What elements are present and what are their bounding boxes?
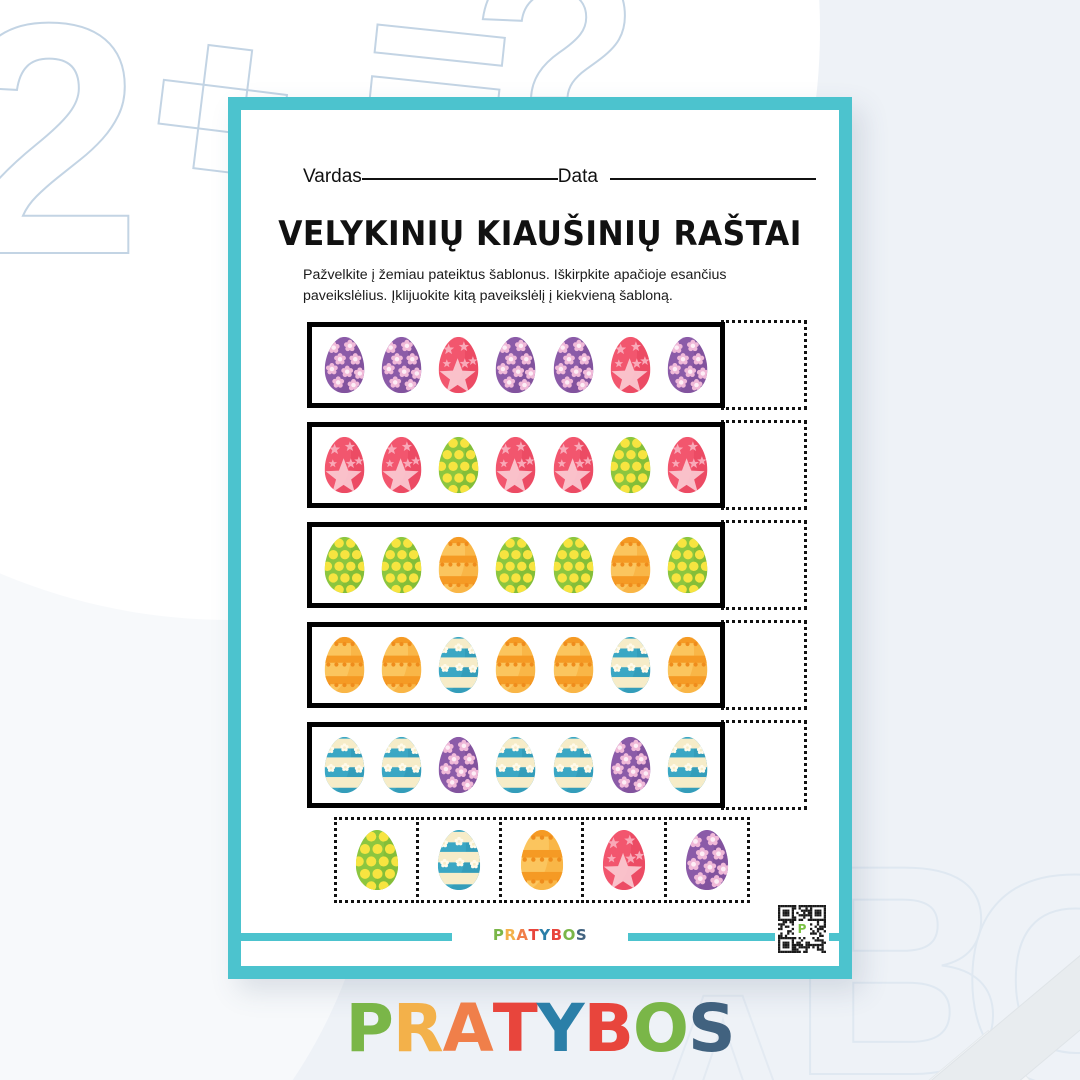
pink-star-egg (551, 436, 596, 494)
blue-star-egg (665, 736, 710, 794)
brand-letter-t: T (492, 990, 538, 1067)
purple-flower-egg (322, 336, 367, 394)
worksheet-sheet: Vardas Data VELYKINIŲ KIAUŠINIŲ RAŠTAI P… (241, 110, 839, 966)
purple-flower-egg (379, 336, 424, 394)
orange-stripe-egg (493, 636, 538, 694)
pattern-strip-5 (307, 722, 725, 808)
qr-code[interactable]: P (775, 902, 829, 956)
purple-flower-egg (608, 736, 653, 794)
pattern-strip-4 (307, 622, 725, 708)
purple-flower-egg (551, 336, 596, 394)
pattern-row (241, 718, 839, 815)
purple-flower-egg (436, 736, 481, 794)
pink-star-egg (493, 436, 538, 494)
brand-letter-o: O (562, 926, 576, 944)
pattern-strip-1 (307, 322, 725, 408)
brand-letter-p: P (492, 926, 505, 944)
green-dot-egg (665, 536, 710, 594)
orange-stripe-egg (379, 636, 424, 694)
date-label: Data (557, 166, 598, 187)
cutout-cell-4[interactable] (581, 817, 668, 903)
pattern-row (241, 318, 839, 415)
footer-brand-logo: PRATYBOS (241, 926, 839, 944)
pink-star-egg (436, 336, 481, 394)
green-dot-egg (493, 536, 538, 594)
answer-dropzone-3[interactable] (721, 520, 807, 610)
brand-letter-s: S (575, 926, 588, 944)
name-date-row: Vardas Data (303, 166, 816, 188)
pattern-strip-3 (307, 522, 725, 608)
pink-star-egg (608, 336, 653, 394)
brand-letter-a: A (442, 990, 494, 1067)
qr-center-letter: P (794, 921, 810, 937)
answer-dropzone-5[interactable] (721, 720, 807, 810)
purple-flower-egg (683, 829, 731, 891)
answer-dropzone-2[interactable] (721, 420, 807, 510)
pink-star-egg (600, 829, 648, 891)
cutout-cell-5[interactable] (663, 817, 750, 903)
qr-code-image: P (778, 905, 826, 953)
pattern-row (241, 418, 839, 515)
green-dot-egg (608, 436, 653, 494)
brand-letter-r: R (392, 990, 444, 1067)
orange-stripe-egg (436, 536, 481, 594)
cutout-strip (241, 817, 839, 903)
digit-2-outline-icon: 2 (0, 0, 143, 323)
brand-letter-p: P (345, 990, 393, 1067)
worksheet-title: VELYKINIŲ KIAUŠINIŲ RAŠTAI (278, 214, 802, 254)
brand-wordmark: PRATYBOS (0, 990, 1080, 1067)
answer-dropzone-1[interactable] (721, 320, 807, 410)
name-label: Vardas (303, 166, 362, 187)
green-dot-egg (322, 536, 367, 594)
blue-star-egg (322, 736, 367, 794)
brand-letter-b: B (583, 990, 634, 1067)
orange-stripe-egg (665, 636, 710, 694)
brand-letter-a: A (516, 926, 529, 944)
purple-flower-egg (665, 336, 710, 394)
name-input-line[interactable] (361, 178, 558, 180)
brand-letter-y: Y (539, 926, 551, 944)
pattern-row (241, 618, 839, 715)
date-input-line[interactable] (609, 178, 816, 180)
footer-rule-right (628, 933, 839, 941)
blue-star-egg (435, 829, 483, 891)
pattern-rows (241, 318, 839, 818)
brand-letter-s: S (688, 990, 736, 1067)
answer-dropzone-4[interactable] (721, 620, 807, 710)
blue-star-egg (379, 736, 424, 794)
brand-letter-o: O (632, 990, 689, 1067)
cutout-cell-2[interactable] (416, 817, 503, 903)
footer-rule-left (241, 933, 452, 941)
green-dot-egg (551, 536, 596, 594)
orange-stripe-egg (518, 829, 566, 891)
pattern-row (241, 518, 839, 615)
blue-star-egg (493, 736, 538, 794)
pink-star-egg (322, 436, 367, 494)
green-dot-egg (436, 436, 481, 494)
green-dot-egg (353, 829, 401, 891)
worksheet-instructions: Pažvelkite į žemiau pateiktus šablonus. … (303, 267, 727, 304)
brand-letter-r: R (504, 926, 517, 944)
pattern-strip-2 (307, 422, 725, 508)
cutout-cell-1[interactable] (333, 817, 420, 903)
brand-letter-y: Y (536, 990, 585, 1067)
cutout-cell-3[interactable] (498, 817, 585, 903)
pink-star-egg (379, 436, 424, 494)
worksheet-page: Vardas Data VELYKINIŲ KIAUŠINIŲ RAŠTAI P… (228, 97, 852, 979)
orange-stripe-egg (322, 636, 367, 694)
brand-letter-t: T (528, 926, 540, 944)
pink-star-egg (665, 436, 710, 494)
blue-star-egg (436, 636, 481, 694)
blue-star-egg (551, 736, 596, 794)
orange-stripe-egg (608, 536, 653, 594)
purple-flower-egg (493, 336, 538, 394)
blue-star-egg (608, 636, 653, 694)
orange-stripe-egg (551, 636, 596, 694)
green-dot-egg (379, 536, 424, 594)
brand-letter-b: B (550, 926, 563, 944)
